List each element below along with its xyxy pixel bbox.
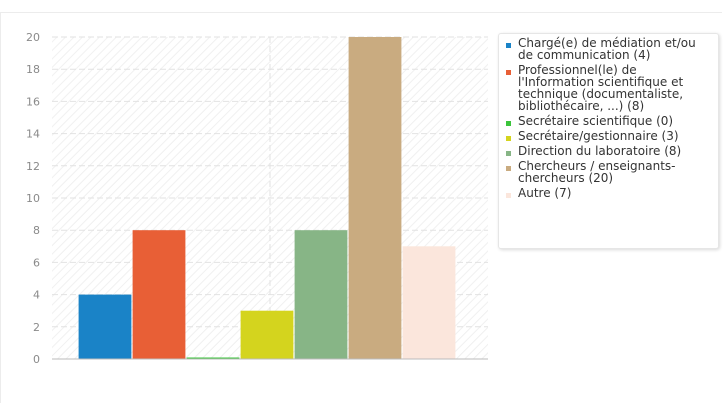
legend-label: Secrétaire scientifique (0) — [518, 114, 674, 128]
legend-label: Autre (7) — [518, 186, 572, 200]
y-axis-ticks: 0 2 4 6 8 10 12 14 16 18 20 — [26, 31, 40, 366]
legend-label: Secrétaire/gestionnaire (3) — [518, 129, 679, 143]
bar[interactable] — [240, 310, 294, 359]
legend-item[interactable]: Secrétaire/gestionnaire (3) — [506, 130, 712, 142]
legend-item[interactable]: Chargé(e) de médiation et/ou de communic… — [506, 37, 712, 61]
legend-swatch — [506, 136, 511, 141]
bar[interactable] — [186, 357, 240, 360]
grid-lines — [52, 36, 488, 359]
bar[interactable] — [348, 37, 402, 359]
legend-item[interactable]: Chercheurs / enseignants-chercheurs (20) — [506, 160, 712, 184]
legend-swatch — [506, 121, 511, 126]
y-tick-label: 12 — [26, 160, 40, 173]
y-tick-label: 18 — [26, 63, 40, 76]
y-tick-label: 6 — [33, 256, 40, 269]
y-tick-label: 0 — [33, 353, 40, 366]
bar[interactable] — [402, 246, 456, 359]
legend-label: Chargé(e) de médiation et/ou de communic… — [518, 36, 696, 62]
legend-swatch — [506, 193, 511, 198]
legend-swatch — [506, 151, 511, 156]
y-tick-label: 20 — [26, 31, 40, 44]
legend-item[interactable]: Direction du laboratoire (8) — [506, 145, 712, 157]
legend-item[interactable]: Professionnel(le) de l'Information scien… — [506, 64, 712, 112]
y-tick-label: 2 — [33, 321, 40, 334]
y-tick-label: 16 — [26, 95, 40, 108]
legend-label: Direction du laboratoire (8) — [518, 144, 682, 158]
legend-item[interactable]: Secrétaire scientifique (0) — [506, 115, 712, 127]
y-tick-label: 8 — [33, 224, 40, 237]
bars — [78, 37, 456, 360]
legend-item[interactable]: Autre (7) — [506, 187, 712, 199]
bar[interactable] — [294, 230, 348, 359]
legend-label: Chercheurs / enseignants-chercheurs (20) — [518, 159, 676, 185]
legend-swatch — [506, 70, 511, 75]
bar[interactable] — [132, 230, 186, 359]
legend-swatch — [506, 166, 511, 171]
y-tick-label: 4 — [33, 289, 40, 302]
legend-swatch — [506, 43, 511, 48]
bar[interactable] — [78, 294, 132, 359]
chart-legend: Chargé(e) de médiation et/ou de communic… — [498, 33, 719, 249]
y-tick-label: 10 — [26, 192, 40, 205]
legend-label: Professionnel(le) de l'Information scien… — [518, 63, 684, 113]
y-tick-label: 14 — [26, 128, 40, 141]
